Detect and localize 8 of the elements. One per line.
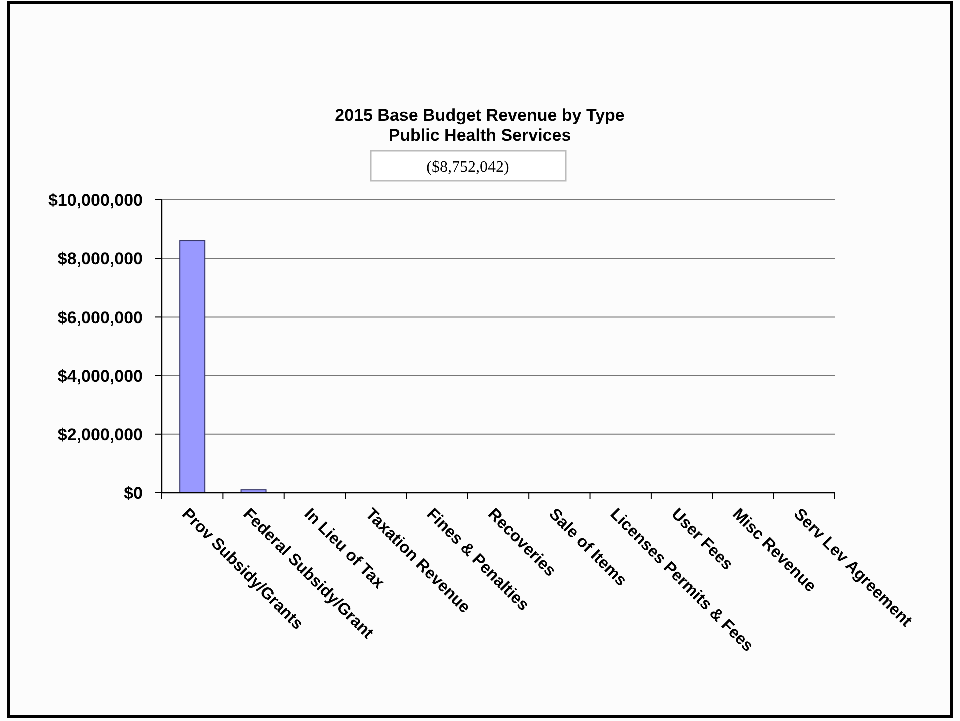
y-tick-label: $10,000,000 — [48, 191, 143, 210]
chart-subtitle: ($8,752,042) — [426, 159, 510, 176]
y-tick-label: $0 — [124, 484, 143, 504]
y-tick-label: $4,000,000 — [58, 366, 143, 386]
y-tick-label: $8,000,000 — [58, 250, 143, 269]
y-tick-label: $2,000,000 — [58, 426, 143, 445]
y-tick-label: $6,000,000 — [58, 308, 143, 328]
chart-title: 2015 Base Budget Revenue by Type Public Health Services — [335, 106, 625, 145]
